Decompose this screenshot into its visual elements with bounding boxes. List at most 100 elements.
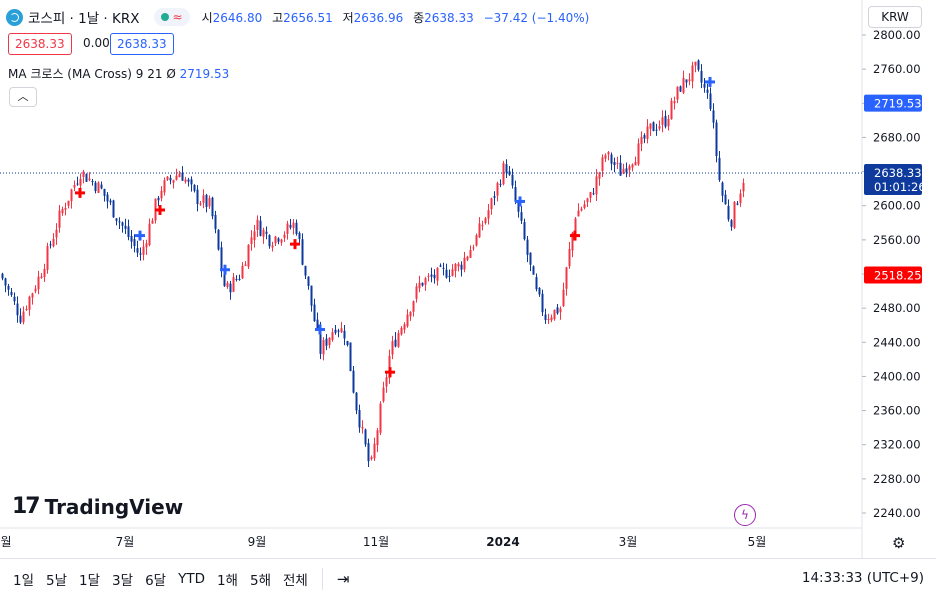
low-label: 저: [342, 10, 354, 25]
candle-body: [61, 209, 64, 214]
candle-body: [166, 176, 169, 180]
candle-body: [334, 329, 337, 333]
candle-body: [682, 77, 685, 93]
candle-body: [730, 220, 733, 227]
candle-body: [25, 308, 28, 310]
candle-body: [589, 192, 592, 198]
candle-body: [607, 152, 610, 155]
cross-price-label: 2518.25: [874, 268, 922, 282]
candle-body: [16, 303, 19, 316]
timeframe-ytd[interactable]: YTD: [178, 570, 205, 587]
candle-body: [244, 264, 247, 266]
symbol-title[interactable]: 코스피 · 1날 · KRX: [28, 11, 140, 27]
candle-body: [367, 443, 370, 462]
x-tick-label: 2024: [486, 535, 519, 549]
chevron-up-icon[interactable]: ︿: [9, 87, 37, 107]
candle-body: [172, 180, 175, 183]
candle-body: [502, 163, 505, 185]
lightning-icon[interactable]: ϟ: [734, 504, 756, 526]
candle-body: [643, 135, 646, 139]
ma-price-label: 2719.53: [874, 97, 922, 111]
candle-body: [535, 277, 538, 290]
timeframe-1y[interactable]: 1해: [216, 572, 238, 589]
y-tick-label: 2560.00: [873, 233, 921, 247]
candle-body: [676, 86, 679, 100]
candle-body: [247, 244, 250, 267]
candle-body: [424, 278, 427, 285]
timeframe-3m[interactable]: 3달: [112, 572, 134, 589]
ohlc-readout: 시2646.80 고2656.51 저2636.96 종2638.33 −37.…: [202, 9, 590, 26]
market-open-dot-icon: [160, 13, 169, 21]
candle-body: [736, 203, 739, 205]
candle-body: [67, 200, 70, 206]
candle-body: [199, 203, 202, 205]
candle-body: [379, 403, 382, 433]
candle-body: [640, 136, 643, 145]
candle-body: [289, 224, 292, 228]
candle-body: [55, 229, 58, 238]
candle-body: [571, 232, 574, 251]
candle-body: [79, 178, 82, 186]
candle-body: [85, 174, 88, 182]
candle-body: [727, 205, 730, 220]
clock[interactable]: 14:33:33 (UTC+9): [801, 570, 924, 586]
candle-body: [538, 287, 541, 295]
candle-body: [253, 231, 256, 241]
candle-body: [544, 314, 547, 321]
timeframe-all[interactable]: 전체: [283, 572, 308, 589]
candle-body: [343, 330, 346, 339]
candle-body: [526, 239, 529, 255]
candle-body: [376, 430, 379, 446]
currency-button[interactable]: KRW: [868, 6, 922, 28]
candle-body: [286, 223, 289, 234]
candle-body: [559, 308, 562, 313]
candle-body: [211, 197, 214, 217]
candle-body: [31, 293, 34, 298]
timeframe-5y[interactable]: 5해: [249, 572, 271, 589]
candle-body: [304, 265, 307, 276]
candle-body: [385, 377, 388, 387]
candle-body: [661, 117, 664, 125]
candle-body: [448, 275, 451, 277]
buy-price-box[interactable]: 2638.33: [110, 33, 174, 55]
candle-body: [34, 288, 37, 292]
timeframe-1m[interactable]: 1달: [79, 572, 101, 589]
symbol-logo-icon[interactable]: [6, 8, 23, 26]
candle-body: [193, 184, 196, 191]
candle-body: [586, 198, 589, 203]
timeframe-5d[interactable]: 5날: [46, 572, 68, 589]
bottom-toolbar: 1일 5날 1달 3달 6달 YTD 1해 5해 전체 ⇥ 14:33:33 (…: [0, 558, 936, 598]
candle-body: [1, 273, 4, 279]
candle-body: [202, 195, 205, 203]
candle-body: [706, 89, 709, 93]
candle-body: [346, 341, 349, 346]
settings-gear-icon[interactable]: ⚙: [892, 534, 906, 552]
candle-body: [295, 222, 298, 234]
candle-body: [634, 162, 637, 166]
low-value: 2636.96: [353, 10, 404, 25]
candle-body: [511, 174, 514, 186]
y-tick-label: 2760.00: [873, 62, 921, 76]
candle-body: [457, 263, 460, 267]
candle-body: [685, 79, 688, 83]
candle-body: [127, 226, 130, 238]
candle-body: [169, 177, 172, 181]
indicator-legend[interactable]: MA 크로스 (MA Cross) 9 21 Ø 2719.53: [8, 65, 229, 82]
candle-body: [499, 183, 502, 185]
timeframe-6m[interactable]: 6달: [145, 572, 167, 589]
tradingview-logo[interactable]: 17 TradingView: [12, 494, 183, 519]
candle-body: [316, 319, 319, 329]
market-status[interactable]: ≈: [153, 8, 190, 26]
candle-body: [466, 256, 469, 260]
candle-body: [592, 193, 595, 195]
candle-body: [301, 239, 304, 265]
timeframe-1d[interactable]: 1일: [13, 572, 35, 589]
x-tick-label: 5월: [748, 535, 767, 549]
candle-body: [508, 171, 511, 175]
date-range-icon[interactable]: ⇥: [336, 569, 350, 588]
candle-body: [646, 126, 649, 139]
price-chart[interactable]: 2800.002760.002720.002680.002640.002600.…: [0, 0, 936, 558]
sell-price-box[interactable]: 2638.33: [8, 33, 72, 55]
candle-body: [709, 93, 712, 109]
tradingview-logo-text: TradingView: [44, 494, 184, 519]
